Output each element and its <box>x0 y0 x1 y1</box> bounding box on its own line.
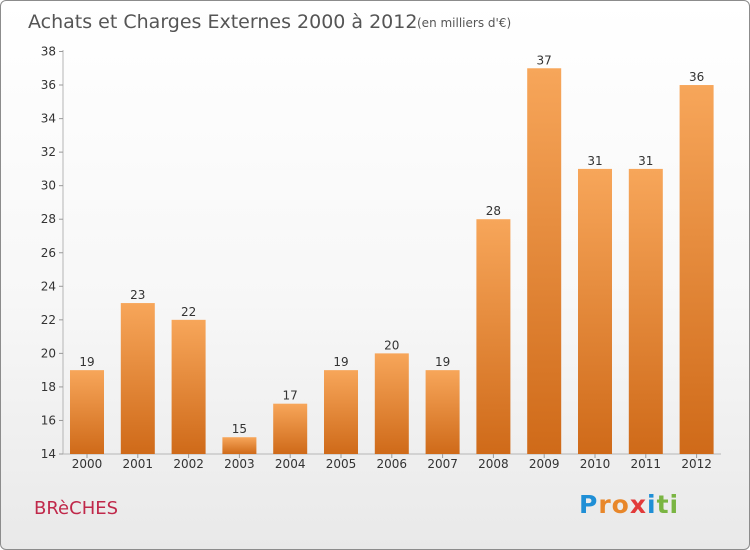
x-tick-label-2001: 2001 <box>123 457 154 471</box>
bar-2002 <box>171 319 206 454</box>
x-axis-ticks: 2000 2001 2002 2003 2004 2005 2006 2007 2008 2009… <box>72 454 712 471</box>
logo-letter-4: i <box>647 490 657 519</box>
x-tick-label-2011: 2011 <box>631 457 662 471</box>
y-tick-label-28: 28 <box>41 212 56 226</box>
y-tick-label-24: 24 <box>41 279 56 293</box>
logo-letter-0: P <box>579 490 599 519</box>
x-tick-label-2012: 2012 <box>681 457 712 471</box>
x-tick-label-2004: 2004 <box>275 457 306 471</box>
bars-group: 19 23 22 15 17 19 20 19 28 37 31 31 36 <box>70 53 714 455</box>
value-label-2004: 17 <box>283 389 298 403</box>
x-tick-label-2008: 2008 <box>478 457 509 471</box>
bar-2003 <box>222 437 257 454</box>
logo-letter-3: x <box>629 490 647 519</box>
logo-letter-5: t <box>656 490 670 519</box>
x-tick-label-2005: 2005 <box>326 457 357 471</box>
value-label-2008: 28 <box>486 204 501 218</box>
x-tick-label-2007: 2007 <box>427 457 458 471</box>
bar-2011 <box>628 168 663 455</box>
x-tick-label-2002: 2002 <box>173 457 204 471</box>
proxiti-logo: Proxiti <box>579 490 679 519</box>
value-label-2010: 31 <box>587 154 602 168</box>
y-tick-label-38: 38 <box>41 45 56 59</box>
x-tick-label-2010: 2010 <box>580 457 611 471</box>
chart-subtitle: (en milliers d'€) <box>417 16 511 30</box>
chart-title: Achats et Charges Externes 2000 à 2012 <box>28 11 417 33</box>
y-axis-ticks: 14 16 18 20 22 24 26 28 30 32 34 36 38 <box>41 45 63 461</box>
y-tick-label-14: 14 <box>41 447 56 461</box>
bar-2010 <box>578 168 612 455</box>
bar-2008 <box>476 219 511 454</box>
bar-2005 <box>324 370 358 454</box>
logo-letter-6: i <box>669 490 680 519</box>
bar-2007 <box>425 370 460 454</box>
y-tick-label-34: 34 <box>41 112 56 126</box>
bar-2000 <box>70 370 104 454</box>
value-label-2007: 19 <box>435 355 450 369</box>
bar-2001 <box>120 303 155 454</box>
value-label-2009: 37 <box>537 53 552 67</box>
bar-2004 <box>273 403 308 454</box>
town-name: BRèCHES <box>34 498 118 519</box>
x-tick-label-2009: 2009 <box>529 457 560 471</box>
y-tick-label-18: 18 <box>41 380 56 394</box>
logo-letter-1: r <box>598 490 612 519</box>
logo-letter-2: o <box>611 490 630 519</box>
y-tick-label-20: 20 <box>41 346 56 360</box>
value-label-2000: 19 <box>79 355 94 369</box>
y-tick-label-30: 30 <box>41 179 56 193</box>
x-tick-label-2003: 2003 <box>224 457 255 471</box>
value-label-2001: 23 <box>130 288 145 302</box>
value-label-2006: 20 <box>384 338 399 352</box>
bar-2006 <box>374 353 409 454</box>
x-tick-label-2000: 2000 <box>72 457 103 471</box>
value-label-2002: 22 <box>181 305 196 319</box>
y-tick-label-36: 36 <box>41 78 56 92</box>
value-label-2005: 19 <box>333 355 348 369</box>
value-label-2012: 36 <box>689 70 704 84</box>
y-tick-label-16: 16 <box>41 413 56 427</box>
bar-2009 <box>527 68 562 454</box>
bar-2012 <box>679 85 714 455</box>
value-label-2011: 31 <box>638 154 653 168</box>
value-label-2003: 15 <box>232 422 247 436</box>
x-tick-label-2006: 2006 <box>377 457 408 471</box>
y-tick-label-26: 26 <box>41 246 56 260</box>
y-tick-label-32: 32 <box>41 145 56 159</box>
y-tick-label-22: 22 <box>41 313 56 327</box>
